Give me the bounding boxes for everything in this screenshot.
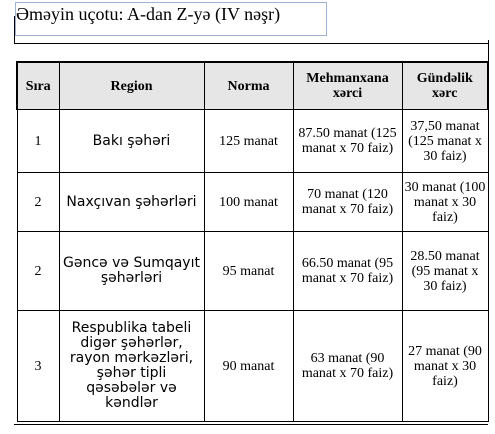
header-rule <box>14 43 488 44</box>
allowance-table: Sıra Region Norma Mehmanxana xərci Gündə… <box>16 61 489 422</box>
cell-region: Respublika tabeli digər şəhərlər, rayon … <box>58 310 205 422</box>
cell-gundelik: 27 manat (90 manat x 30 faiz) <box>401 310 489 422</box>
header-sira: Sıra <box>16 61 60 110</box>
table-row: 1 Bakı şəhəri 125 manat 87.50 manat (125… <box>16 109 489 173</box>
header-norma: Norma <box>203 61 294 110</box>
cell-gundelik: 30 manat (100 manat x 30 faiz) <box>401 172 489 232</box>
cell-mehmanxana: 63 manat (90 manat x 70 faiz) <box>292 310 403 422</box>
cell-region: Gəncə və Sumqayıt şəhərləri <box>58 231 205 311</box>
header-gundelik: Gündəlik xərc <box>401 61 489 110</box>
header-mehmanxana: Mehmanxana xərci <box>292 61 403 110</box>
header-region: Region <box>58 61 205 110</box>
cell-sira: 3 <box>16 310 60 422</box>
cell-sira: 2 <box>16 231 60 311</box>
cell-norma: 100 manat <box>203 172 294 232</box>
cell-sira: 2 <box>16 172 60 232</box>
cell-region: Naxçıvan şəhərləri <box>58 172 205 232</box>
cell-mehmanxana: 87.50 manat (125 manat x 70 faiz) <box>292 109 403 173</box>
margin-line-left <box>14 16 15 44</box>
table-row: 2 Gəncə və Sumqayıt şəhərləri 95 manat 6… <box>16 231 489 311</box>
table-header-row: Sıra Region Norma Mehmanxana xərci Gündə… <box>16 61 489 110</box>
cell-norma: 90 manat <box>203 310 294 422</box>
cell-mehmanxana: 66.50 manat (95 manat x 70 faiz) <box>292 231 403 311</box>
table-row: 3 Respublika tabeli digər şəhərlər, rayo… <box>16 310 489 422</box>
table-row: 2 Naxçıvan şəhərləri 100 manat 70 manat … <box>16 172 489 232</box>
cell-gundelik: 37,50 manat (125 manat x 30 faiz) <box>401 109 489 173</box>
cell-sira: 1 <box>16 109 60 173</box>
cell-gundelik: 28.50 manat (95 manat x 30 faiz) <box>401 231 489 311</box>
cell-norma: 125 manat <box>203 109 294 173</box>
cell-region: Bakı şəhəri <box>58 109 205 173</box>
document-title: Əməyin uçotu: A-dan Z-yə (IV nəşr) <box>15 2 327 36</box>
margin-line-right <box>488 40 489 62</box>
cell-mehmanxana: 70 manat (120 manat x 70 faiz) <box>292 172 403 232</box>
footer-rule <box>14 424 488 425</box>
cell-norma: 95 manat <box>203 231 294 311</box>
